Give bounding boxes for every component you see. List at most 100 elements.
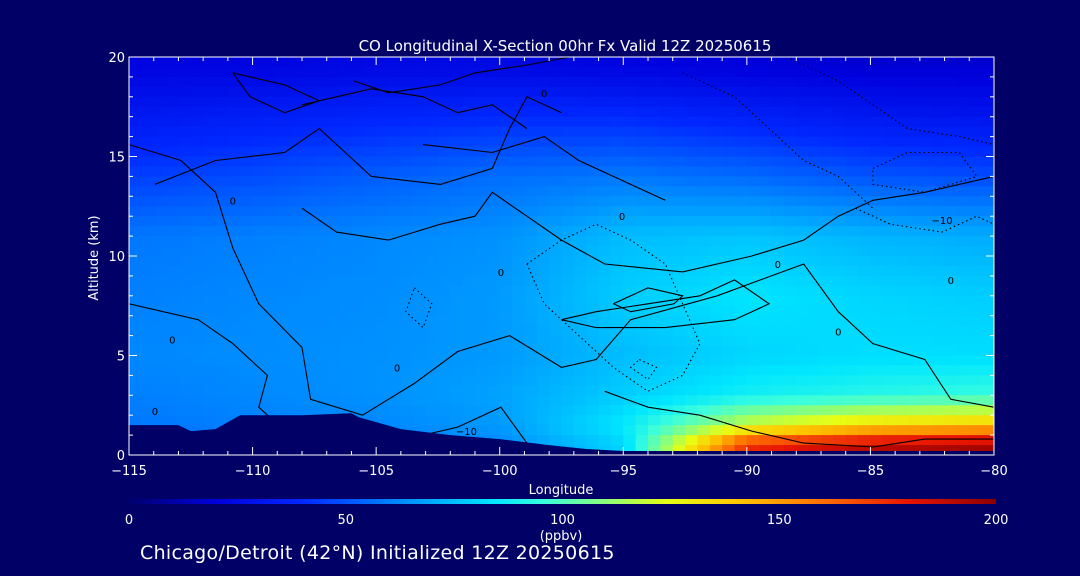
field-cell — [969, 166, 983, 177]
field-cell — [289, 365, 303, 376]
field-cell — [882, 265, 896, 277]
field-cell — [882, 305, 896, 317]
field-cell — [203, 385, 217, 396]
field-cell — [635, 335, 649, 347]
field-cell — [413, 305, 427, 317]
field-cell — [351, 246, 365, 257]
field-cell — [462, 236, 476, 247]
field-cell — [573, 295, 587, 307]
field-cell — [858, 335, 872, 347]
field-cell — [907, 226, 921, 237]
field-cell — [746, 106, 760, 118]
field-cell — [549, 285, 563, 297]
field-cell — [907, 265, 921, 277]
field-cell — [697, 156, 711, 168]
field-cell — [623, 256, 637, 267]
field-cell — [586, 76, 600, 88]
field-cell — [623, 186, 637, 197]
field-cell — [845, 265, 859, 277]
field-cell — [808, 395, 822, 406]
field-cell — [561, 176, 575, 187]
field-cell — [400, 106, 414, 118]
field-cell — [635, 146, 649, 158]
field-cell — [561, 66, 575, 78]
field-cell — [549, 325, 563, 337]
field-cell — [907, 246, 921, 257]
contour-label: −10 — [456, 427, 477, 438]
field-cell — [252, 385, 266, 396]
field-cell — [858, 206, 872, 217]
field-cell — [882, 166, 896, 177]
field-cell — [796, 345, 810, 357]
field-cell — [969, 156, 983, 168]
field-cell — [314, 285, 328, 297]
field-cell — [129, 345, 142, 357]
field-cell — [450, 66, 464, 78]
field-cell — [512, 116, 526, 128]
field-cell — [759, 435, 773, 446]
field-cell — [215, 226, 229, 237]
field-cell — [586, 106, 600, 118]
field-cell — [573, 256, 587, 267]
field-cell — [660, 315, 674, 327]
field-cell — [944, 96, 958, 108]
field-cell — [623, 435, 637, 446]
field-cell — [586, 365, 600, 376]
y-tick-label: 0 — [117, 449, 125, 464]
field-cell — [833, 365, 847, 376]
field-cell — [314, 57, 328, 68]
field-cell — [363, 295, 377, 307]
field-cell — [697, 136, 711, 148]
field-cell — [697, 335, 711, 347]
field-cell — [870, 415, 884, 426]
field-cell — [153, 375, 167, 386]
field-cell — [709, 325, 723, 337]
field-cell — [462, 405, 476, 416]
field-cell — [821, 96, 834, 108]
field-cell — [821, 405, 834, 416]
field-cell — [264, 265, 278, 277]
field-cell — [734, 275, 748, 287]
field-cell — [413, 335, 427, 347]
field-cell — [536, 146, 550, 158]
field-cell — [697, 315, 711, 327]
contour-line-zero — [154, 96, 562, 185]
field-cell — [363, 335, 377, 347]
field-cell — [289, 295, 303, 307]
field-cell — [845, 275, 859, 287]
contour-line-negative — [855, 207, 994, 233]
field-cell — [264, 335, 278, 347]
field-cell — [907, 425, 921, 436]
field-cell — [400, 206, 414, 217]
field-cell — [833, 405, 847, 416]
field-cell — [499, 206, 513, 217]
field-cell — [215, 295, 229, 307]
field-cell — [907, 126, 921, 138]
field-cell — [363, 176, 377, 187]
field-cell — [635, 415, 649, 426]
field-cell — [932, 236, 946, 247]
field-cell — [919, 86, 933, 98]
field-cell — [425, 206, 439, 217]
field-cell — [129, 305, 142, 317]
field-cell — [635, 156, 649, 168]
field-cell — [487, 375, 501, 386]
field-cell — [956, 96, 970, 108]
field-cell — [858, 86, 872, 98]
field-cell — [944, 57, 958, 68]
field-cell — [536, 375, 550, 386]
field-cell — [586, 136, 600, 148]
field-cell — [895, 345, 909, 357]
field-cell — [932, 325, 946, 337]
field-cell — [475, 156, 488, 168]
field-cell — [981, 216, 994, 227]
field-cell — [302, 265, 315, 277]
field-cell — [252, 216, 266, 227]
field-cell — [845, 375, 859, 386]
field-cell — [475, 86, 488, 98]
field-cell — [339, 395, 353, 406]
contour-line-negative — [629, 358, 658, 381]
field-cell — [437, 226, 451, 237]
field-cell — [376, 415, 390, 426]
field-cell — [549, 126, 563, 138]
